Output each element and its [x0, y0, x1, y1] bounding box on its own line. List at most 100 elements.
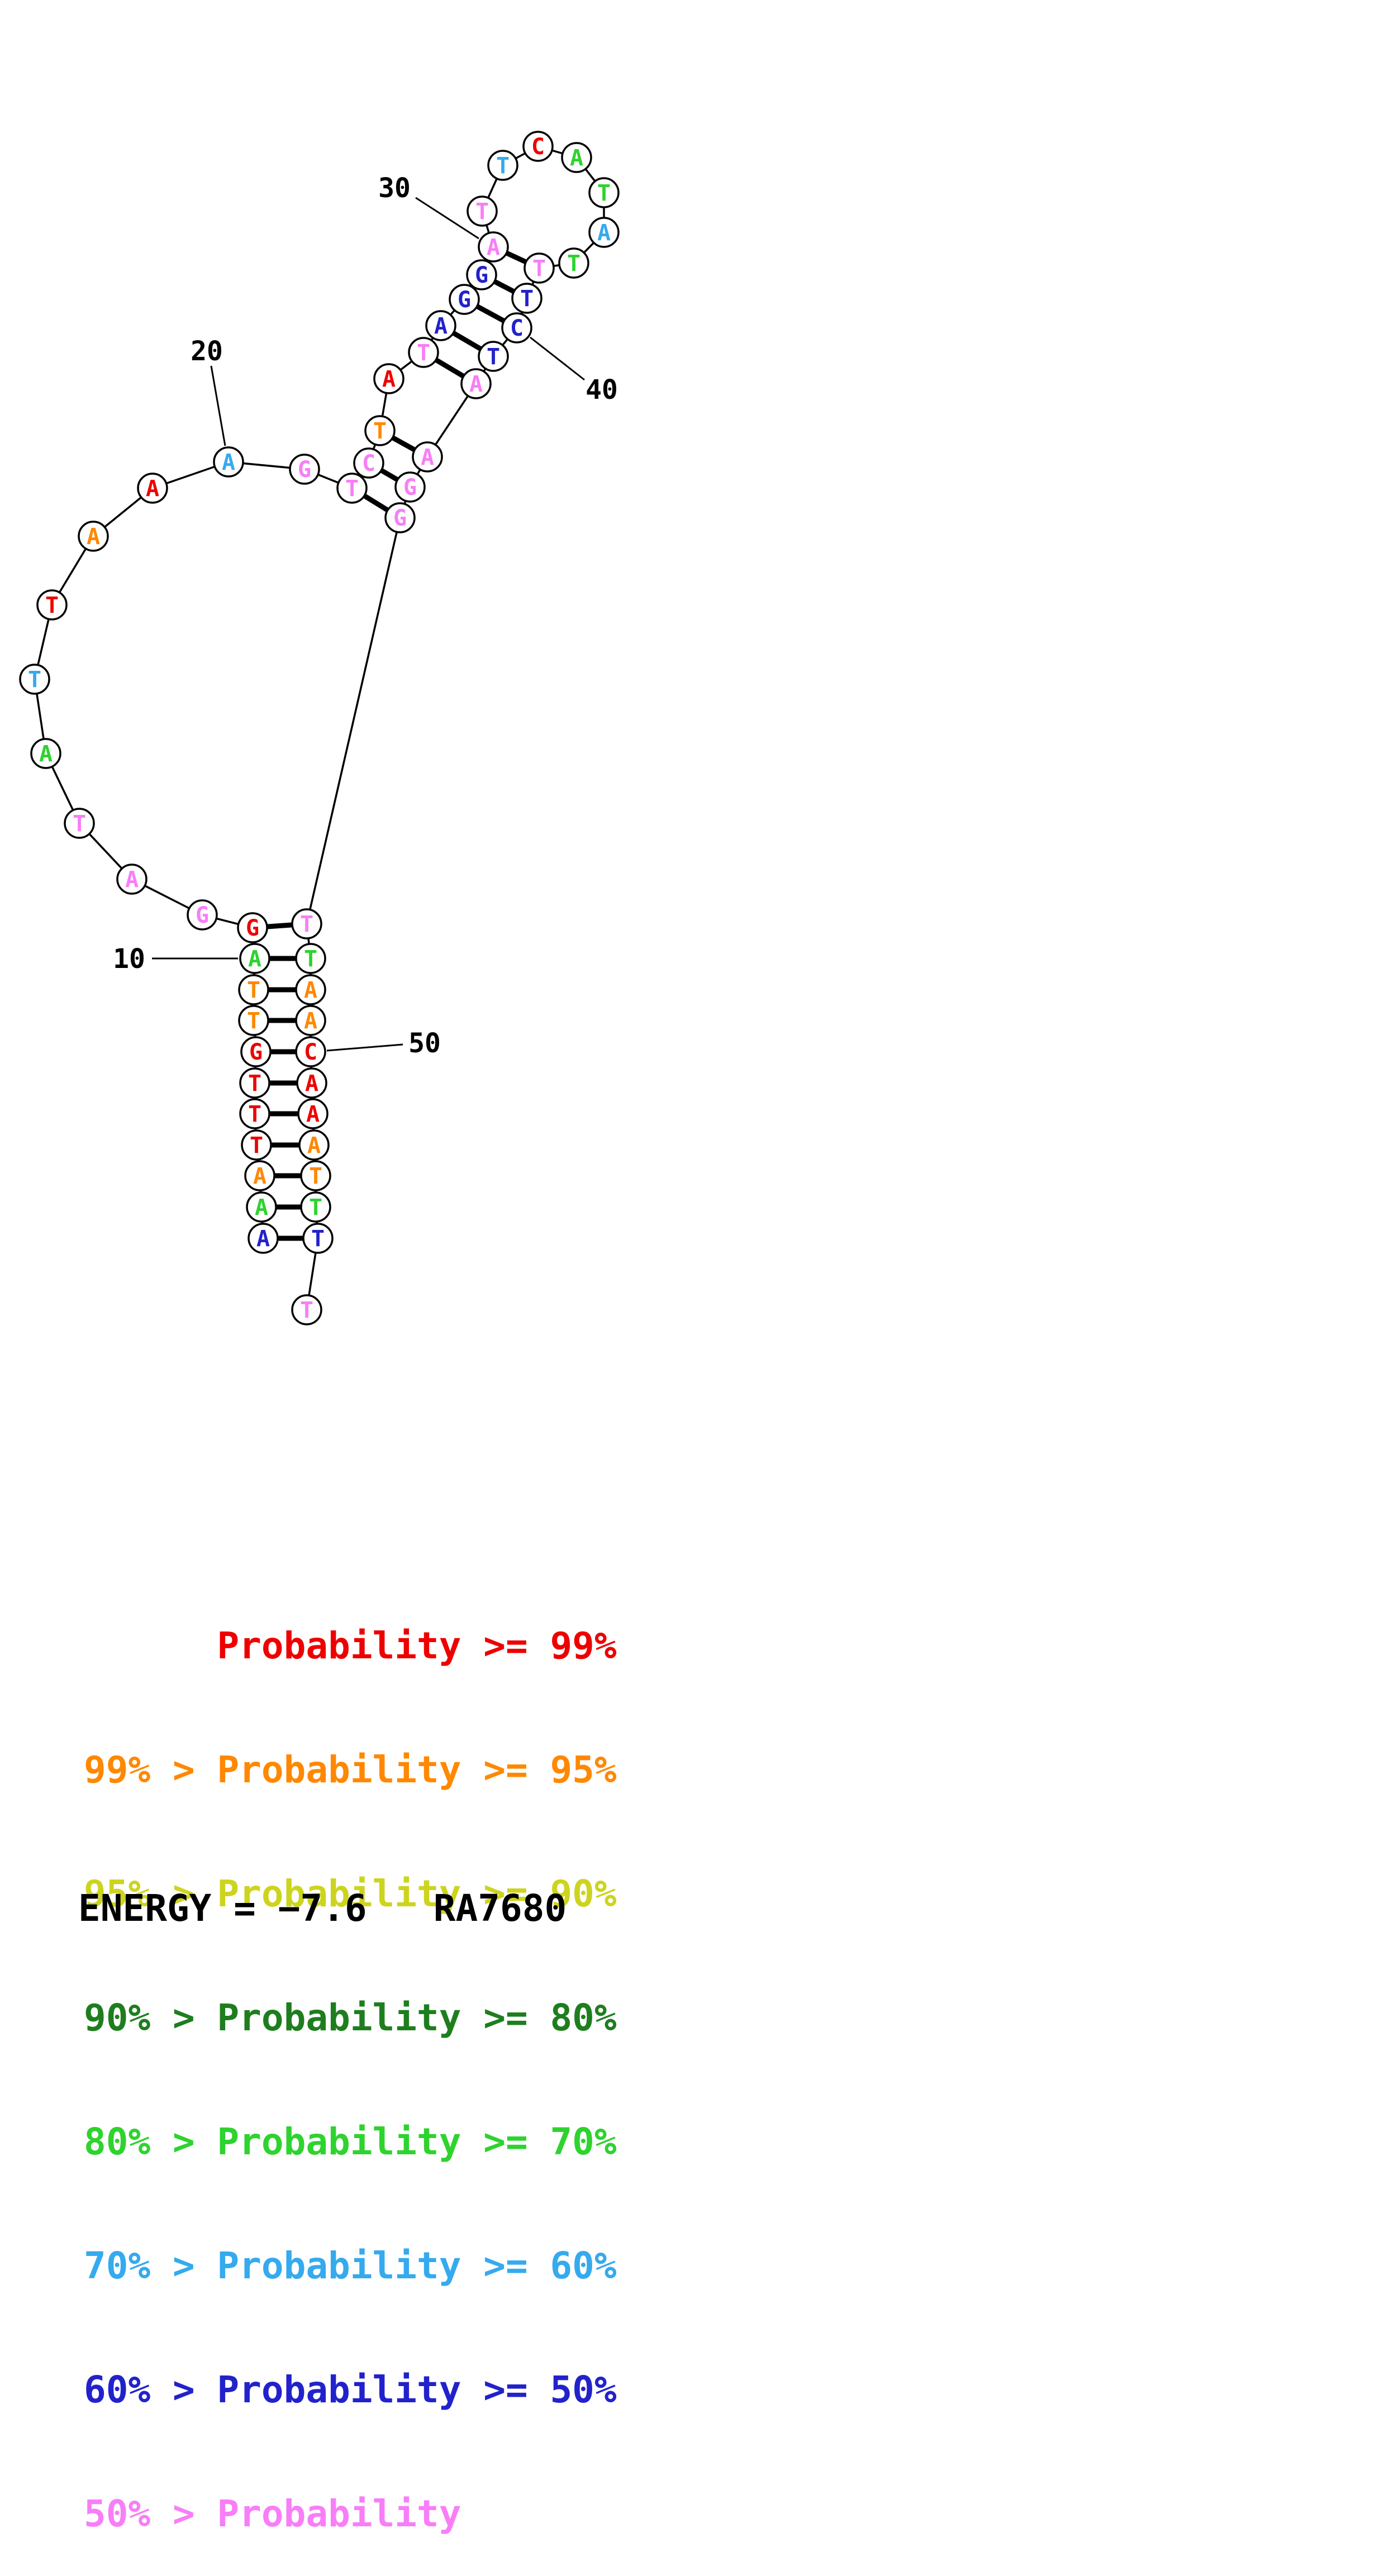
nucleotide-circle	[373, 363, 404, 394]
nucleotide-letter: T	[28, 667, 41, 693]
nucleotide-letter: T	[496, 153, 510, 179]
nucleotide-letter: A	[248, 946, 261, 972]
nucleotide-letter: A	[307, 1133, 321, 1158]
nucleotide-letter: G	[458, 287, 471, 313]
nucleotide-letter: G	[298, 457, 311, 483]
nucleotide-letter: T	[520, 286, 534, 312]
nucleotide-letter: A	[382, 366, 396, 392]
nucleotide-letter: G	[249, 1039, 263, 1065]
nucleotide-letter: G	[403, 475, 417, 500]
nucleotide-letter: T	[345, 476, 359, 502]
nucleotide-circle	[19, 664, 50, 695]
nucleotide-letter: A	[570, 145, 583, 171]
nucleotide-letter: T	[247, 1008, 260, 1034]
nucleotide-letter: G	[393, 505, 407, 531]
nucleotide-circle	[478, 231, 509, 263]
nucleotide-circle	[239, 943, 270, 974]
nucleotide-letter: A	[146, 476, 159, 502]
nucleotide-letter: T	[475, 199, 489, 225]
nucleotide-circle	[238, 1005, 269, 1036]
nucleotide-letter: A	[125, 867, 139, 893]
nucleotide-circle	[30, 738, 61, 769]
legend-item: 90% > Probability >= 80%	[84, 1996, 617, 2039]
nucleotide-letter: T	[309, 1163, 322, 1189]
nucleotide-circle	[302, 1223, 334, 1254]
nucleotide-letter: C	[510, 316, 523, 341]
nucleotide-circle	[501, 312, 532, 344]
nucleotide-circle	[336, 473, 368, 504]
nucleotide-circle	[523, 252, 555, 284]
nucleotide-letter: A	[39, 741, 53, 767]
nucleotide-circle	[558, 247, 589, 279]
position-label: 10	[113, 943, 145, 975]
nucleotide-letter: A	[305, 1071, 318, 1096]
nucleotide-letter: A	[597, 220, 611, 246]
nucleotide-circle	[64, 808, 95, 839]
position-label: 40	[586, 374, 618, 406]
nucleotide-circle	[364, 415, 396, 446]
label-leader-line	[415, 197, 479, 240]
legend-item: 50% > Probability	[84, 2492, 461, 2535]
nucleotide-circle	[239, 1098, 270, 1129]
nucleotide-letter: G	[246, 915, 259, 941]
nucleotide-circle	[460, 368, 492, 399]
nucleotide-letter: A	[304, 977, 317, 1003]
nucleotide-circle	[561, 142, 592, 173]
nucleotide-circle	[522, 131, 554, 162]
nucleotide-letter: A	[87, 524, 100, 550]
nucleotide-letter: T	[532, 256, 546, 282]
nucleotide-circle	[588, 177, 620, 208]
nucleotide-circle	[384, 502, 416, 533]
nucleotide-letter: T	[487, 344, 500, 370]
position-label: 20	[191, 336, 223, 367]
nucleotide-letter: T	[248, 1101, 261, 1127]
label-leader-line	[210, 365, 226, 446]
nucleotide-letter: A	[487, 235, 500, 260]
nucleotide-letter: T	[45, 593, 59, 618]
nucleotide-circle	[425, 310, 456, 341]
nucleotide-letter: T	[73, 811, 86, 837]
legend-item: 99% > Probability >= 95%	[84, 1748, 617, 1791]
nucleotide-circle	[466, 259, 497, 290]
legend-item: 80% > Probability >= 70%	[84, 2120, 617, 2163]
nucleotide-letter: A	[469, 371, 483, 397]
nucleotide-letter: T	[247, 977, 260, 1003]
energy-text: ENERGY = −7.6 RA7680	[78, 1887, 567, 1930]
nucleotide-letter: T	[373, 418, 387, 444]
nucleotide-letter: A	[255, 1195, 268, 1220]
legend-item: Probability >= 99%	[84, 1624, 617, 1667]
backbone-bond	[306, 517, 401, 924]
nucleotide-circle	[291, 908, 322, 939]
nucleotide-circle	[248, 1223, 279, 1254]
legend-item: 95% > Probability >= 90%	[84, 1872, 617, 1915]
nucleotide-letter: A	[256, 1226, 270, 1252]
nucleotide-letter: A	[253, 1163, 266, 1189]
nucleotide-circle	[478, 341, 509, 372]
probability-legend: Probability >= 99% 99% > Probability >= …	[84, 1543, 617, 2576]
position-label: 50	[408, 1028, 441, 1059]
nucleotide-circle	[240, 1036, 272, 1067]
nucleotide-circle	[237, 912, 268, 943]
nucleotide-circle	[467, 195, 498, 227]
nucleotide-letter: T	[300, 912, 313, 937]
nucleotide-circle	[300, 1191, 331, 1223]
nucleotide-circle	[36, 589, 68, 621]
nucleotide-letter: T	[250, 1133, 263, 1158]
nucleotide-circle	[408, 337, 439, 368]
nucleotide-circle	[213, 446, 244, 478]
label-leader-line	[530, 336, 585, 381]
nucleotide-letter: T	[567, 251, 580, 276]
nucleotide-letter: G	[196, 903, 209, 928]
nucleotide-circle	[291, 1294, 322, 1325]
nucleotide-circle	[511, 283, 542, 314]
nucleotide-letter: C	[362, 451, 375, 476]
nucleotide-circle	[239, 1067, 270, 1099]
nucleotide-circle	[244, 1160, 275, 1191]
nucleotide-circle	[78, 521, 109, 552]
nucleotide-circle	[487, 150, 518, 181]
nucleotide-circle	[246, 1191, 277, 1223]
nucleotide-letter: T	[304, 946, 317, 972]
nucleotide-circle	[116, 864, 147, 895]
nucleotide-letter: T	[311, 1226, 325, 1252]
